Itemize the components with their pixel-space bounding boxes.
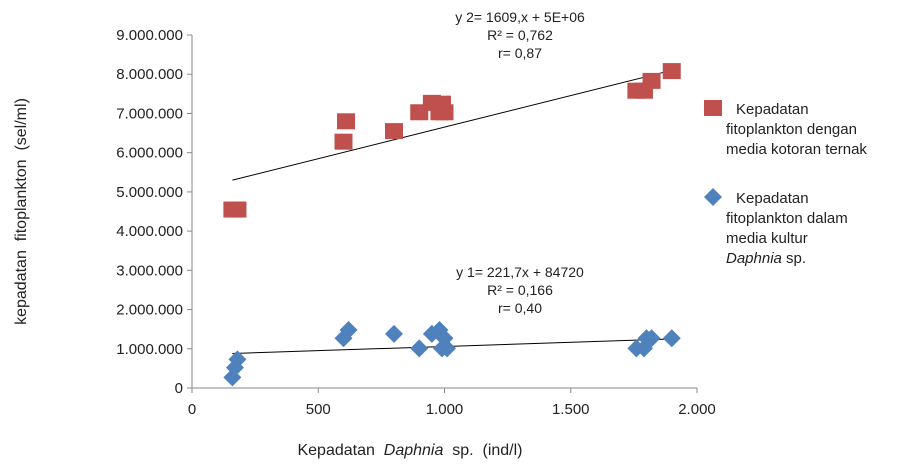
legend-entry-label: Kepadatan fitoplankton dalam media kultur D…: [726, 190, 848, 267]
legend-line: fitoplankton dengan: [726, 121, 857, 138]
legend-entry-label: Kepadatan fitoplankton dengan media kotora…: [726, 101, 867, 158]
x-tick-label: 500: [306, 401, 331, 418]
x-axis-title: Kepadatan Daphnia sp. (ind/l): [297, 442, 522, 459]
data-point-diamond: [642, 329, 661, 348]
legend-line: Kepadatan: [736, 190, 809, 207]
y-tick-label: 2.000.000: [116, 302, 183, 319]
x-tick-label: 2.000: [678, 401, 716, 418]
trendline-equations: y 2= 1609,x + 5E+06 R² = 0,762 r= 0,87 y 1=…: [455, 9, 585, 316]
y-tick-label: 4.000.000: [116, 223, 183, 240]
x-tick-label: 1.000: [426, 401, 464, 418]
data-point-square: [435, 104, 454, 121]
data-point-square: [662, 63, 681, 80]
x-tick-label: 0: [188, 401, 196, 418]
trendline-equation-line: R² = 0,762: [487, 27, 553, 43]
x-axis-title-part: Kepadatan: [297, 442, 383, 459]
axis-titles: kepadatan fitoplankton (sel/ml) Kepadatan…: [13, 98, 523, 459]
data-point-diamond: [228, 350, 247, 369]
legend-marker-square: [704, 100, 722, 116]
legend: Kepadatan fitoplankton dengan media kotora…: [704, 100, 867, 267]
data-point-square: [385, 123, 403, 140]
trendline-equation-line: y 2= 1609,x + 5E+06: [455, 9, 585, 25]
data-points: [223, 63, 681, 387]
legend-line: Daphnia: [726, 250, 782, 267]
y-tick-label: 0: [175, 380, 183, 397]
data-point-diamond: [385, 324, 403, 343]
legend-line: fitoplankton dalam: [726, 210, 848, 227]
data-point-square: [337, 113, 356, 130]
y-axis-title: kepadatan fitoplankton (sel/ml): [13, 98, 30, 325]
trendline-1: [232, 69, 672, 181]
data-point-diamond: [662, 329, 681, 348]
data-point-square: [642, 72, 661, 89]
legend-line: Kepadatan: [736, 101, 809, 118]
legend-marker-diamond: [704, 188, 722, 206]
data-point-square: [228, 201, 247, 218]
trendline-equation-line: r= 0,87: [498, 45, 542, 61]
y-tick-label: 7.000.000: [116, 105, 183, 122]
y-tick-label: 5.000.000: [116, 184, 183, 201]
legend-line: media kotoran ternak: [726, 141, 867, 158]
legend-line: sp.: [782, 250, 806, 267]
data-point-diamond: [410, 339, 429, 358]
data-point-square: [334, 133, 353, 150]
data-point-diamond: [339, 320, 358, 339]
y-tick-label: 9.000.000: [116, 27, 183, 44]
trendline-equation-line: r= 0,40: [498, 300, 542, 316]
y-tick-label: 6.000.000: [116, 145, 183, 162]
axes: 0 1.000.000 2.000.000 3.000.000 4.000.000 5.0…: [116, 27, 716, 418]
x-axis-title-part: Daphnia: [384, 442, 444, 459]
trendline-equation-line: R² = 0,166: [487, 282, 553, 298]
legend-line: media kultur: [726, 230, 808, 247]
y-tick-label: 1.000.000: [116, 341, 183, 358]
y-tick-label: 8.000.000: [116, 66, 183, 83]
trendline-equation-line: y 1= 221,7x + 84720: [456, 264, 584, 280]
x-tick-label: 1.500: [552, 401, 590, 418]
data-point-diamond: [438, 339, 457, 358]
y-tick-label: 3.000.000: [116, 262, 183, 279]
x-axis-title-part: sp. (ind/l): [443, 442, 522, 459]
